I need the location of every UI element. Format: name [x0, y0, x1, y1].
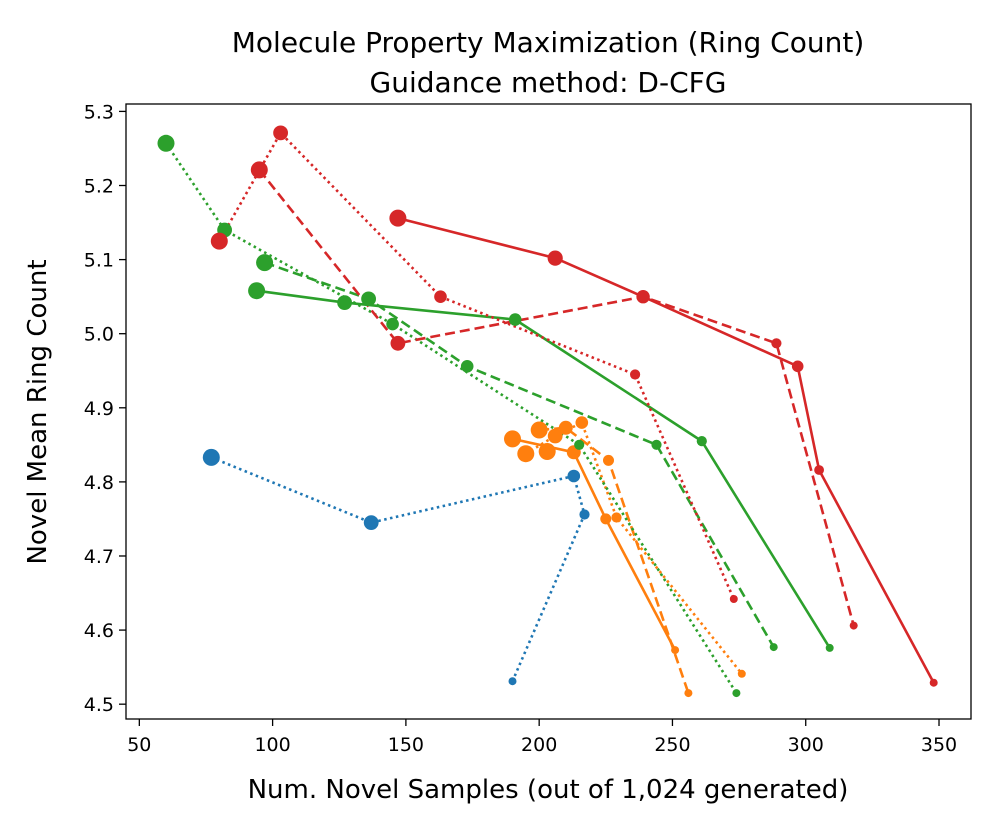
data-point-blue-dotted — [567, 469, 581, 483]
data-point-orange-dotted — [737, 669, 746, 678]
y-tick-label: 4.7 — [84, 546, 114, 568]
x-tick-label: 50 — [127, 734, 151, 756]
data-point-orange-dotted — [547, 428, 563, 444]
series-line-red-solid — [397, 216, 935, 684]
y-tick-label: 4.9 — [84, 398, 114, 420]
data-point-blue-dotted — [579, 509, 590, 520]
data-point-green-solid — [337, 295, 352, 310]
data-point-green-solid — [508, 313, 522, 326]
data-point-green-solid — [696, 436, 707, 447]
data-point-orange-dashed — [684, 689, 693, 698]
data-point-orange-dashed — [530, 421, 548, 439]
y-tick-label: 5.2 — [84, 176, 114, 198]
x-tick-label: 350 — [921, 734, 957, 756]
data-point-orange-solid — [600, 513, 612, 525]
data-point-green-dotted — [157, 134, 175, 152]
x-tick-label: 100 — [254, 734, 290, 756]
y-tick-label: 5.1 — [84, 250, 114, 272]
x-tick-label: 150 — [388, 734, 424, 756]
data-point-green-dotted — [386, 317, 399, 331]
data-point-green-dashed — [769, 643, 778, 652]
data-point-red-solid — [791, 360, 804, 373]
data-point-orange-dashed — [558, 420, 573, 435]
data-point-orange-solid — [504, 430, 521, 448]
y-axis: 4.5 4.6 4.7 4.8 4.9 5.0 5.1 5.2 5.3 — [84, 101, 126, 716]
y-axis-label: Novel Mean Ring Count — [23, 259, 53, 564]
x-tick-label: 300 — [788, 734, 824, 756]
series-line-blue-dotted — [210, 456, 586, 682]
plot-markers — [157, 125, 938, 698]
y-tick-label: 5.3 — [84, 101, 114, 123]
data-point-green-dashed — [460, 360, 474, 373]
data-point-red-dashed — [636, 290, 650, 304]
data-point-blue-dotted — [202, 448, 220, 466]
data-point-red-solid — [547, 250, 563, 266]
data-point-blue-dotted — [508, 677, 517, 686]
data-point-red-dotted — [210, 232, 228, 250]
data-point-red-solid — [389, 209, 407, 227]
data-point-red-dotted — [273, 125, 288, 141]
y-tick-label: 5.0 — [84, 324, 114, 346]
chart-title-line1: Molecule Property Maximization (Ring Cou… — [232, 26, 865, 59]
data-point-red-dashed — [849, 621, 858, 630]
data-point-orange-dotted — [611, 512, 622, 523]
data-point-red-dashed — [250, 161, 268, 179]
data-point-orange-dotted — [575, 416, 589, 429]
data-point-blue-dotted — [363, 515, 379, 530]
data-point-orange-dotted — [517, 445, 535, 463]
data-point-red-dotted — [434, 290, 447, 304]
data-point-green-dashed — [361, 291, 376, 307]
data-point-red-dashed — [771, 338, 782, 349]
data-point-orange-dotted-2 — [538, 443, 556, 460]
data-point-green-solid — [825, 643, 834, 652]
series-line-orange-dashed — [539, 426, 690, 694]
x-tick-label: 250 — [654, 734, 690, 756]
plot-frame — [125, 103, 972, 720]
data-point-red-solid — [814, 465, 824, 475]
x-tick-label: 200 — [521, 734, 557, 756]
data-point-red-solid — [929, 678, 938, 687]
data-point-orange-dashed — [603, 454, 614, 466]
chart-title-line2: Guidance method: D-CFG — [370, 66, 727, 99]
y-tick-label: 4.6 — [84, 620, 114, 642]
data-point-red-dotted — [630, 369, 641, 380]
data-point-red-dotted — [729, 595, 738, 603]
data-point-red-dashed — [390, 335, 406, 351]
data-point-green-dotted — [574, 439, 585, 450]
y-tick-label: 4.5 — [84, 694, 114, 716]
data-point-green-solid — [248, 282, 266, 300]
data-point-green-dashed — [256, 254, 274, 272]
y-tick-label: 4.8 — [84, 472, 114, 494]
data-point-green-dashed — [651, 439, 662, 450]
data-point-orange-solid — [671, 646, 680, 655]
data-point-green-dotted — [732, 689, 741, 698]
x-axis-label: Num. Novel Samples (out of 1,024 generat… — [248, 775, 849, 805]
x-axis: 50 100 150 200 250 300 350 — [127, 719, 957, 756]
